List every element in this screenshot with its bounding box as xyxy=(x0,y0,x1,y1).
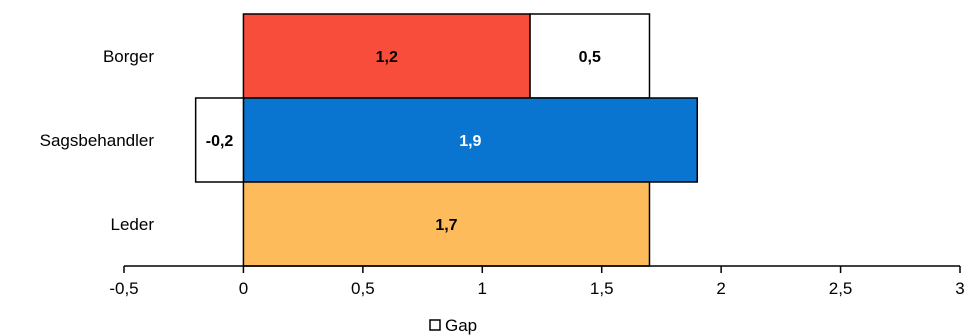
bar-borger xyxy=(242,13,531,99)
category-label: Sagsbehandler xyxy=(40,131,155,150)
category-label: Leder xyxy=(111,215,155,234)
gap-value-label: 0,5 xyxy=(579,49,601,66)
x-tick-label: 0,5 xyxy=(351,279,375,298)
bar-value-label: 1,2 xyxy=(376,49,398,66)
x-tick-label: 1 xyxy=(478,279,487,298)
x-tick-label: 3 xyxy=(955,279,964,298)
gap-bar-borger xyxy=(529,13,651,99)
bar-sagsbehandler xyxy=(242,97,699,183)
bar-value-label: 1,9 xyxy=(459,133,481,150)
x-tick-label: -0,5 xyxy=(109,279,138,298)
bar-leder xyxy=(242,181,651,267)
category-label: Borger xyxy=(103,47,154,66)
gap-bar-sagsbehandler xyxy=(194,97,245,183)
gap-value-label: -0,2 xyxy=(206,133,234,150)
bar-value-label: 1,7 xyxy=(435,217,457,234)
x-tick-label: 0 xyxy=(239,279,248,298)
x-tick-label: 2 xyxy=(716,279,725,298)
legend-label-gap: Gap xyxy=(445,316,477,335)
x-tick-label: 1,5 xyxy=(590,279,614,298)
legend-swatch-gap xyxy=(429,319,441,331)
x-tick-label: 2,5 xyxy=(829,279,853,298)
